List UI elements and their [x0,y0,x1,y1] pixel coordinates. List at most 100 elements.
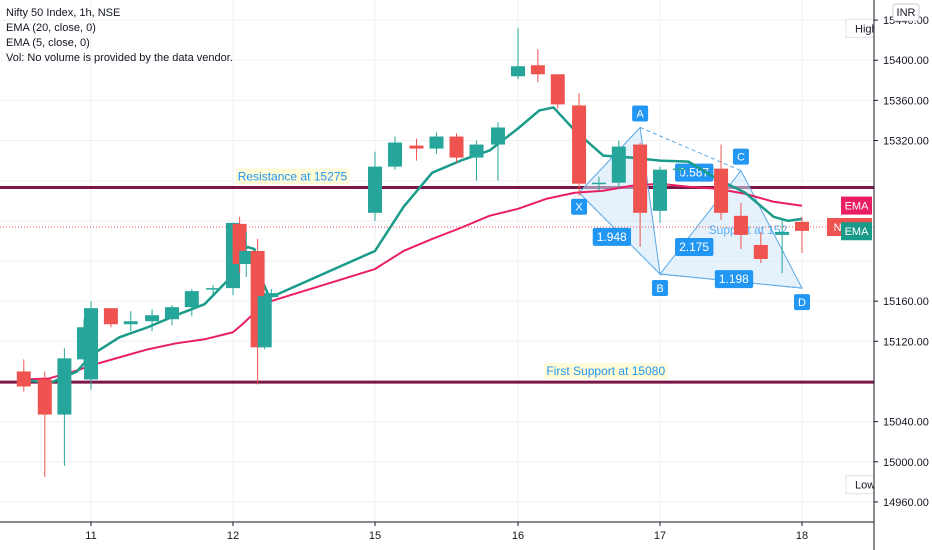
candle-body-25 [531,65,545,74]
candle-27 [572,93,586,195]
x-tick-label-18: 18 [796,530,808,542]
pattern-ratio-label-3: 1.198 [719,272,749,286]
candle-22 [470,141,484,181]
level-label-0: Resistance at 15275 [238,170,348,184]
pattern-ratio-0: 1.948 [593,228,631,246]
candle-body-16 [264,293,278,297]
candle-body-28 [592,183,606,185]
volume-legend: Vol: No volume is provided by the data v… [6,51,233,66]
candle-body-0 [17,371,31,386]
candle-23 [491,122,505,180]
y-tick-label-15040: 15040.00 [883,417,929,429]
candle-body-2 [57,358,71,414]
candle-5 [104,308,118,327]
candle-body-35 [754,245,768,259]
candle-4 [84,301,98,389]
x-tick-label-15: 15 [369,530,381,542]
candle-body-37 [795,222,809,231]
pattern-ratio-label-2: 2.175 [679,240,709,254]
pattern-point-label-A: A [636,108,644,120]
pattern-point-label-B: B [656,283,663,295]
candle-6 [124,311,138,331]
candle-body-20 [429,137,443,149]
candle-body-7 [145,315,159,321]
y-tick-label-15400: 15400.00 [883,55,929,67]
y-tick-label-15000: 15000.00 [883,457,929,469]
pattern-point-C: C [733,149,749,165]
candle-33 [714,145,728,220]
candle-25 [531,49,545,82]
pattern-point-label-C: C [737,152,745,164]
candle-body-36 [775,232,789,235]
price-badge-tag-1: EMA [845,201,870,213]
candle-17 [368,152,382,221]
pattern-ratio-label-0: 1.948 [597,230,627,244]
currency-badge: INR [893,4,919,21]
y-tick-label-14960: 14960.00 [883,497,929,509]
candle-body-8 [165,307,179,319]
symbol-title[interactable]: Nifty 50 Index, 1h, NSE [6,6,233,21]
candle-body-10 [206,288,220,290]
pattern-point-label-D: D [798,297,806,309]
candle-body-27 [572,105,586,183]
pattern-point-B: B [652,280,668,296]
candle-21 [450,134,464,163]
candle-body-6 [124,321,138,324]
pattern-point-label-X: X [575,202,583,214]
candle-31 [653,167,667,223]
candle-body-9 [185,291,199,307]
y-tick-label-15160: 15160.00 [883,296,929,308]
candle-body-31 [653,170,667,211]
candle-body-34 [734,216,748,235]
candle-29 [612,141,626,189]
chart-legend: Nifty 50 Index, 1h, NSE EMA (20, close, … [6,6,233,66]
pattern-ratio-2: 2.175 [675,238,713,256]
candle-body-15 [258,296,272,347]
candle-body-26 [551,74,565,104]
candle-body-5 [104,308,118,324]
candle-body-4 [84,308,98,379]
candle-body-1 [38,379,52,414]
candle-body-21 [450,137,464,158]
candle-body-33 [714,169,728,213]
level-label-1: First Support at 15080 [546,364,665,378]
ema-5-legend[interactable]: EMA (5, close, 0) [6,36,233,51]
candle-19 [409,139,423,161]
pattern-ratio-3: 1.198 [715,270,753,288]
x-tick-label-12: 12 [227,530,239,542]
currency-label: INR [897,7,916,19]
candle-body-23 [491,127,505,144]
candle-37 [795,217,809,253]
candle-body-24 [511,66,525,76]
candle-24 [511,28,525,79]
x-tick-label-17: 17 [654,530,666,542]
candle-8 [165,305,179,325]
candle-1 [38,371,52,476]
y-tick-label-15120: 15120.00 [883,336,929,348]
candle-body-29 [612,147,626,183]
candle-body-17 [368,167,382,213]
price-badge-tag-3: EMA [845,226,870,238]
candle-15 [258,293,272,349]
y-tick-label-15320: 15320.00 [883,136,929,148]
x-tick-label-16: 16 [512,530,524,542]
candle-26 [551,74,565,108]
pattern-point-X: X [571,199,587,215]
candle-body-32 [673,169,687,171]
ema-20-legend[interactable]: EMA (20, close, 0) [6,21,233,36]
pattern-point-A: A [632,105,648,121]
ema-20-line [24,184,802,380]
candle-2 [57,348,71,465]
candle-0 [17,359,31,391]
hilo-label-1: Low [855,480,875,492]
candle-body-19 [409,146,423,149]
y-tick-label-15360: 15360.00 [883,95,929,107]
candle-20 [429,133,443,154]
pattern-point-D: D [794,294,810,310]
x-tick-label-11: 11 [85,530,96,542]
candle-body-30 [633,145,647,213]
candle-18 [388,137,402,170]
candle-body-18 [388,143,402,167]
